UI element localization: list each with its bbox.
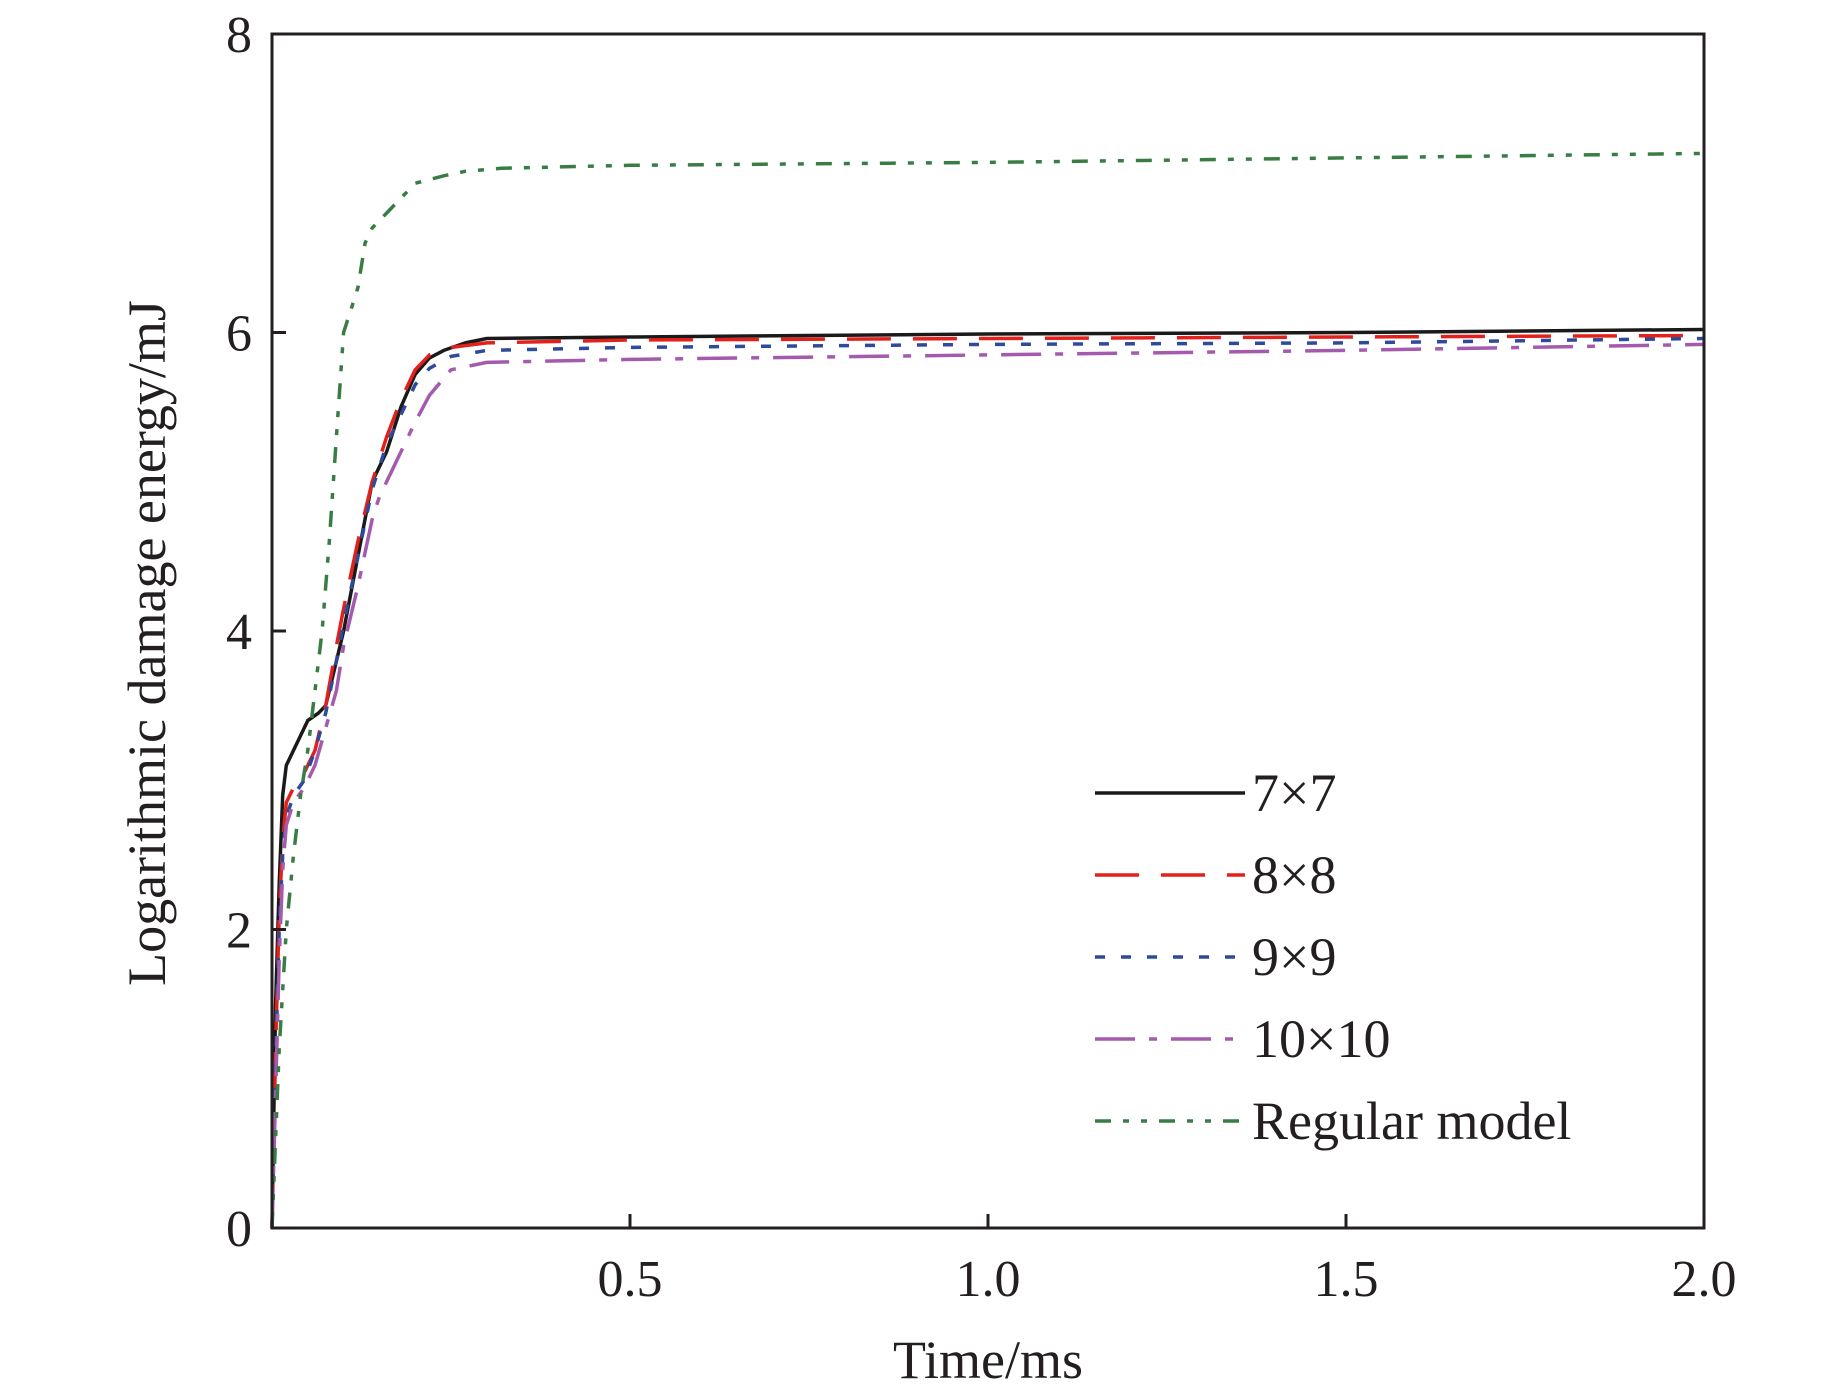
series-line-3: [270, 336, 1705, 1229]
legend-label-4: 10×10: [1252, 1009, 1390, 1069]
y-axis-title: Logarithmic damage energy/mJ: [117, 300, 177, 986]
series-line-2: [270, 333, 1705, 1229]
legend-label-5: Regular model: [1252, 1091, 1571, 1151]
y-tick-label: 6: [226, 306, 252, 363]
series-line-1: [270, 327, 1705, 1229]
y-tick-label: 4: [226, 604, 252, 661]
series-line-4: [270, 342, 1705, 1229]
legend: 7×7 8×8 9×9 10×10 Regular model: [1095, 763, 1571, 1151]
x-axis-title: Time/ms: [893, 1330, 1083, 1383]
legend-label-3: 9×9: [1252, 927, 1336, 987]
series-layer: [270, 151, 1705, 1229]
x-tick-label: 1.5: [1314, 1251, 1379, 1308]
ticks-layer: 0 2 4 6 8 0.5 1.0 1.5 2.0: [226, 7, 1737, 1308]
x-tick-label: 2.0: [1672, 1251, 1737, 1308]
legend-label-1: 7×7: [1252, 763, 1336, 823]
x-tick-label: 0.5: [598, 1251, 663, 1308]
y-tick-label: 8: [226, 7, 252, 64]
legend-label-2: 8×8: [1252, 845, 1336, 905]
series-line-5: [270, 151, 1705, 1229]
x-tick-label: 1.0: [956, 1251, 1021, 1308]
y-tick-label: 0: [226, 1201, 252, 1258]
y-tick-label: 2: [226, 903, 252, 960]
plot-frame: [270, 32, 1706, 1230]
